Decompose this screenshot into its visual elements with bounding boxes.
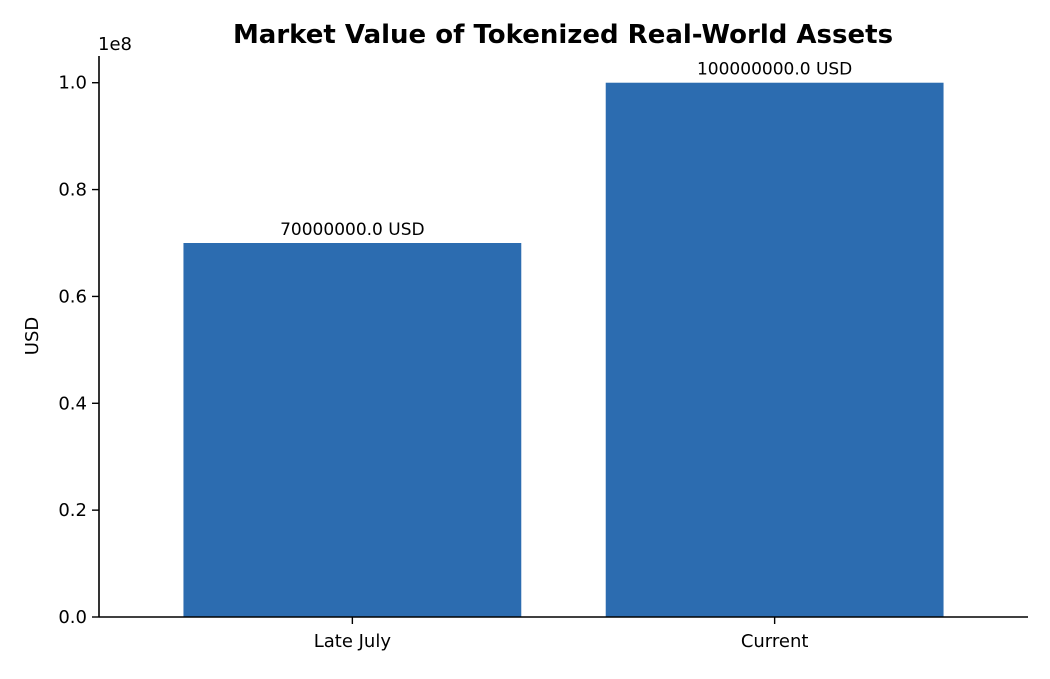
labels-layer: 70000000.0 USD 100000000.0 USD 0.0 0.2 0.4 0.… [58,60,852,652]
bar-value-label-2: 100000000.0 USD [697,60,852,80]
y-tick-label: 0.6 [58,286,87,307]
chart-title: Market Value of Tokenized Real-World Ass… [233,20,893,50]
y-tick-label: 0.0 [58,607,87,628]
y-tick-label: 0.4 [58,393,87,414]
bars-layer [183,82,944,617]
y-tick-label: 1.0 [58,73,87,94]
bar-2 [605,82,944,617]
y-tick-label: 0.2 [58,500,87,521]
y-tick-label: 0.8 [58,180,87,201]
bar-value-label-1: 70000000.0 USD [280,220,424,240]
bar-1 [183,243,522,617]
y-axis-title: USD [22,317,43,355]
y-axis-offset-label: 1e8 [98,34,132,55]
x-tick-label: Late July [314,631,392,652]
x-tick-label: Current [741,631,809,652]
axes-layer [92,56,1028,624]
